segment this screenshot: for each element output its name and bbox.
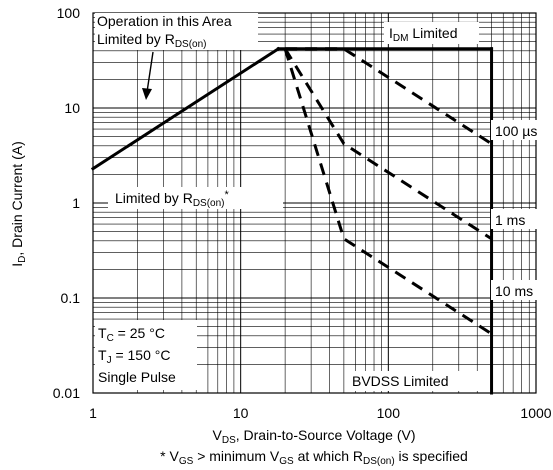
footnote: * VGS > minimum VGS at which RDS(on) is … bbox=[160, 448, 468, 467]
condition-tc: TC = 25 °C bbox=[98, 325, 165, 344]
series-10ms-label-box bbox=[491, 280, 546, 300]
conditions-box bbox=[95, 320, 197, 390]
operation-area-line1: Operation in this Area bbox=[97, 13, 232, 29]
y-tick-label: 0.01 bbox=[53, 385, 80, 401]
operation-area-box bbox=[95, 13, 258, 50]
tick-labels: 1 10 100 1000 0.01 0.1 1 10 100 bbox=[53, 5, 552, 421]
x-tick-label: 100 bbox=[377, 405, 401, 421]
rdson-limit-line bbox=[90, 46, 281, 171]
rdson-limited-label: Limited by RDS(on)* bbox=[115, 189, 230, 209]
grid-lines bbox=[93, 13, 536, 393]
y-tick-label: 1 bbox=[72, 195, 80, 211]
series-1ms-label-box bbox=[491, 209, 546, 229]
y-tick-label: 100 bbox=[57, 5, 81, 21]
x-tick-label: 1 bbox=[89, 405, 97, 421]
bvdss-label-box bbox=[347, 371, 480, 391]
idm-label-box bbox=[384, 22, 479, 44]
y-tick-label: 10 bbox=[64, 100, 80, 116]
idm-limited-label: IDM Limited bbox=[389, 25, 457, 44]
plot-frame bbox=[92, 12, 537, 394]
series-10ms-line bbox=[283, 48, 493, 336]
x-tick-label: 10 bbox=[233, 405, 249, 421]
series-100us-label-box bbox=[491, 120, 553, 140]
condition-tj: TJ = 150 °C bbox=[98, 347, 170, 366]
y-axis-label: ID, Drain Current (A) bbox=[9, 141, 28, 266]
condition-single-pulse: Single Pulse bbox=[98, 369, 176, 385]
bvdss-limited-label: BVDSS Limited bbox=[352, 373, 448, 389]
operation-area-arrow-head bbox=[142, 88, 152, 100]
x-axis-label: VDS, Drain-to-Source Voltage (V) bbox=[213, 427, 416, 446]
series-1ms-label: 1 ms bbox=[495, 212, 525, 228]
operation-area-line2: Limited by RDS(on) bbox=[97, 31, 207, 50]
series-10ms-label: 10 ms bbox=[495, 283, 533, 299]
series-100us-label: 100 µs bbox=[495, 123, 537, 139]
x-tick-label: 1000 bbox=[520, 405, 551, 421]
rdson-label-box bbox=[108, 187, 283, 209]
y-tick-label: 0.1 bbox=[61, 290, 81, 306]
operation-area-arrow-line bbox=[146, 51, 154, 93]
series-1ms-line bbox=[283, 48, 493, 241]
